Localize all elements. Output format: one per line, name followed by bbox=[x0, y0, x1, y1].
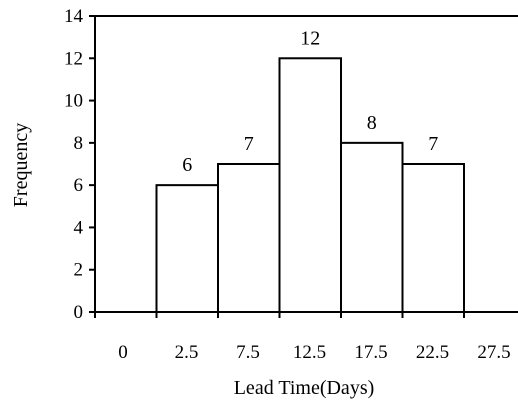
x-axis-title: Lead Time(Days) bbox=[234, 377, 375, 399]
bar-1 bbox=[155, 184, 219, 313]
y-tick-label-8: 8 bbox=[74, 133, 84, 154]
bar-2 bbox=[217, 163, 281, 313]
bar-4 bbox=[340, 141, 404, 313]
y-tick-label-4: 4 bbox=[74, 217, 84, 238]
y-tick-label-10: 10 bbox=[64, 91, 83, 112]
x-tick-label-3: 12.5 bbox=[293, 342, 326, 363]
bar-5 bbox=[401, 163, 465, 313]
y-tick-label-12: 12 bbox=[64, 48, 83, 69]
bars-layer bbox=[155, 57, 465, 313]
data-label-4: 8 bbox=[367, 112, 377, 134]
axes-layer bbox=[89, 15, 518, 318]
labels-layer: 6 7 12 8 7 0 2 4 6 8 10 12 14 0 2.5 7.5 12.5 17.5 22.5 27.5 bbox=[64, 6, 511, 363]
x-tick-label-5: 22.5 bbox=[416, 342, 449, 363]
data-label-2: 7 bbox=[244, 133, 254, 155]
data-label-5: 7 bbox=[428, 133, 438, 155]
bar-3 bbox=[278, 57, 342, 313]
x-tick-label-4: 17.5 bbox=[354, 342, 387, 363]
data-label-3: 12 bbox=[300, 27, 320, 49]
x-tick-label-2: 7.5 bbox=[236, 342, 260, 363]
y-axis-title: Frequency bbox=[10, 123, 32, 207]
x-tick-label-0: 0 bbox=[118, 342, 128, 363]
y-tick-label-6: 6 bbox=[74, 175, 84, 196]
y-tick-label-14: 14 bbox=[64, 6, 84, 27]
x-tick-label-6: 27.5 bbox=[477, 342, 510, 363]
y-tick-label-0: 0 bbox=[74, 302, 84, 323]
x-tick-label-1: 2.5 bbox=[175, 342, 199, 363]
y-tick-label-2: 2 bbox=[74, 260, 84, 281]
data-label-1: 6 bbox=[182, 154, 192, 176]
